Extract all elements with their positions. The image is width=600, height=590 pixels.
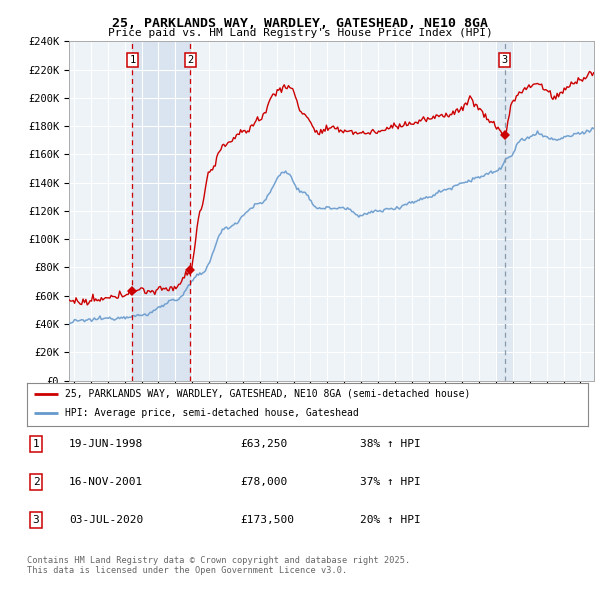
Text: 25, PARKLANDS WAY, WARDLEY, GATESHEAD, NE10 8GA (semi-detached house): 25, PARKLANDS WAY, WARDLEY, GATESHEAD, N…: [65, 389, 470, 399]
Text: £63,250: £63,250: [240, 439, 287, 448]
Text: 1: 1: [130, 55, 136, 65]
Text: 3: 3: [502, 55, 508, 65]
Text: 19-JUN-1998: 19-JUN-1998: [69, 439, 143, 448]
Text: 16-NOV-2001: 16-NOV-2001: [69, 477, 143, 487]
Text: Price paid vs. HM Land Registry's House Price Index (HPI): Price paid vs. HM Land Registry's House …: [107, 28, 493, 38]
Bar: [133, 41, 190, 381]
Text: 2: 2: [187, 55, 193, 65]
Bar: [496, 41, 513, 381]
Text: 38% ↑ HPI: 38% ↑ HPI: [360, 439, 421, 448]
Text: 03-JUL-2020: 03-JUL-2020: [69, 516, 143, 525]
Text: £173,500: £173,500: [240, 516, 294, 525]
Text: Contains HM Land Registry data © Crown copyright and database right 2025.
This d: Contains HM Land Registry data © Crown c…: [27, 556, 410, 575]
Text: 2: 2: [32, 477, 40, 487]
Text: 37% ↑ HPI: 37% ↑ HPI: [360, 477, 421, 487]
Text: HPI: Average price, semi-detached house, Gateshead: HPI: Average price, semi-detached house,…: [65, 408, 359, 418]
Text: 20% ↑ HPI: 20% ↑ HPI: [360, 516, 421, 525]
Text: 3: 3: [32, 516, 40, 525]
Text: £78,000: £78,000: [240, 477, 287, 487]
Text: 25, PARKLANDS WAY, WARDLEY, GATESHEAD, NE10 8GA: 25, PARKLANDS WAY, WARDLEY, GATESHEAD, N…: [112, 17, 488, 30]
Text: 1: 1: [32, 439, 40, 448]
